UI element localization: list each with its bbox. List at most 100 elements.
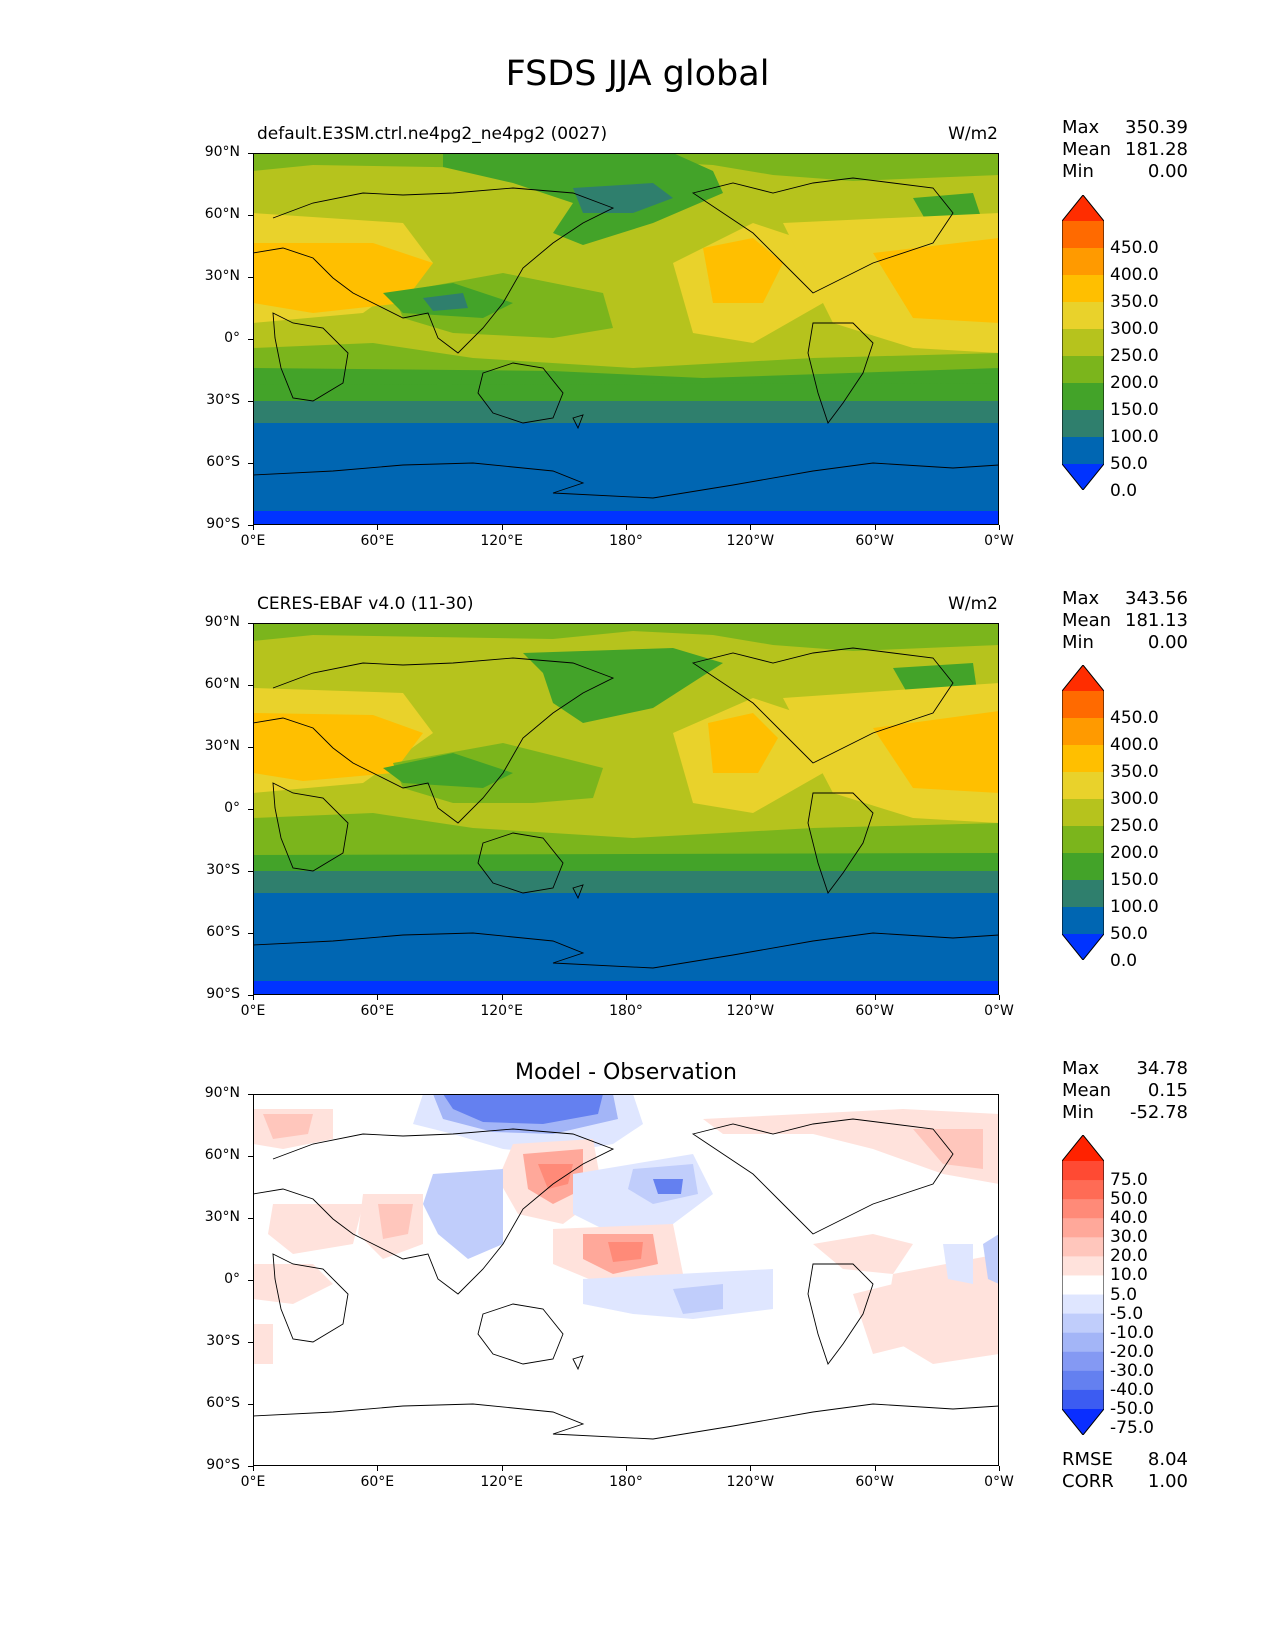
stat-label: Max — [1062, 1058, 1100, 1079]
colorbar-level-label: 300.0 — [1110, 319, 1159, 339]
stat-label: Max — [1062, 588, 1100, 609]
colorbar-segment — [1062, 221, 1104, 249]
stat-row: Min 0.00 — [1062, 632, 1188, 654]
colorbar-segment — [1062, 356, 1104, 384]
stat-value: 0.15 — [1147, 1080, 1188, 1101]
colorbar-segment — [1062, 275, 1104, 303]
stat-label: Mean — [1062, 1080, 1112, 1101]
lon-tick-mark — [501, 995, 503, 1000]
lat-tick-label: 90°N — [204, 614, 240, 630]
stat-row: Max 350.39 — [1062, 117, 1188, 139]
lon-tick-mark — [377, 995, 379, 1000]
lon-tick-label: 120°E — [480, 1474, 523, 1490]
colorbar-segment — [1062, 745, 1104, 773]
colorbar-segment — [1062, 1199, 1104, 1219]
lat-tick-label: 30°N — [204, 1209, 240, 1225]
stat-label: Mean — [1062, 610, 1112, 631]
lat-tick-mark — [248, 933, 253, 934]
lat-tick-label: 90°N — [204, 144, 240, 160]
lon-tick-label: 120°E — [480, 1003, 523, 1019]
lat-tick-mark — [248, 153, 253, 154]
metrics-box: RMSE 8.04 CORR 1.00 — [1062, 1449, 1188, 1493]
colorbar-level-label: 0.0 — [1110, 951, 1138, 971]
colorbar-segment — [1062, 248, 1104, 276]
lon-tick-label: 120°W — [726, 1474, 775, 1490]
lat-tick-label: 0° — [224, 1271, 240, 1287]
colorbar-extend-max — [1062, 195, 1104, 221]
lon-tick-label: 0°E — [240, 1474, 266, 1490]
panel-title: CERES-EBAF v4.0 (11-30) — [257, 594, 474, 614]
colorbar-extend-min — [1062, 464, 1104, 490]
lon-tick-label: 60°E — [360, 1003, 395, 1019]
panel-title: Model - Observation — [515, 1060, 737, 1085]
colorbar-level-label: 200.0 — [1110, 843, 1159, 863]
colorbar — [1062, 1135, 1104, 1435]
panel-model: default.E3SM.ctrl.ne4pg2_ne4pg2 (0027) W… — [0, 0, 1275, 525]
colorbar-segment — [1062, 437, 1104, 465]
stat-value: 343.56 — [1125, 588, 1188, 609]
lon-tick-mark — [874, 1466, 876, 1471]
colorbar-level-label: 50.0 — [1110, 924, 1148, 944]
colorbar-extend-min — [1062, 934, 1104, 960]
colorbar-level-label: 0.0 — [1110, 481, 1138, 501]
lat-tick-mark — [248, 1218, 253, 1219]
colorbar-segment — [1062, 410, 1104, 438]
stat-row: Min 0.00 — [1062, 161, 1188, 183]
colorbar-level-label: 200.0 — [1110, 373, 1159, 393]
colorbar-segment — [1062, 1332, 1104, 1353]
colorbar-level-label: 50.0 — [1110, 1189, 1148, 1210]
lon-tick-label: 180° — [609, 1003, 643, 1019]
colorbar-level-label: -75.0 — [1110, 1418, 1154, 1439]
colorbar-segment — [1062, 853, 1104, 881]
lat-tick-label: 90°S — [206, 986, 240, 1002]
colorbar-segment — [1062, 329, 1104, 357]
lon-tick-label: 180° — [609, 533, 643, 549]
colorbar-level-label: 300.0 — [1110, 789, 1159, 809]
stats-box: Max 350.39 Mean 181.28 Min 0.00 — [1062, 117, 1188, 183]
lat-tick-label: 60°S — [206, 454, 240, 470]
lon-tick-mark — [626, 1466, 627, 1471]
lat-tick-label: 60°S — [206, 924, 240, 940]
lat-tick-mark — [248, 809, 253, 810]
lat-tick-mark — [248, 1094, 253, 1095]
stats-box: Max 343.56 Mean 181.13 Min 0.00 — [1062, 588, 1188, 654]
lat-tick-mark — [248, 1156, 253, 1157]
colorbar-level-label: -50.0 — [1110, 1399, 1154, 1419]
panel-units: W/m2 — [948, 124, 998, 144]
colorbar-segment — [1062, 1256, 1104, 1276]
lat-tick-label: 60°N — [204, 206, 240, 222]
metric-row: CORR 1.00 — [1062, 1471, 1188, 1493]
lon-tick-label: 120°E — [480, 533, 523, 549]
lat-tick-label: 0° — [224, 800, 240, 816]
lon-tick-label: 60°W — [855, 1003, 894, 1019]
panel-units: W/m2 — [948, 594, 998, 614]
colorbar-level-label: -5.0 — [1110, 1303, 1144, 1324]
stat-value: 350.39 — [1125, 117, 1188, 138]
metric-row: RMSE 8.04 — [1062, 1449, 1188, 1471]
stat-label: Mean — [1062, 139, 1112, 160]
lon-tick-label: 180° — [609, 1474, 643, 1490]
colorbar-level-label: 20.0 — [1110, 1246, 1148, 1267]
panel-title: default.E3SM.ctrl.ne4pg2_ne4pg2 (0027) — [257, 124, 608, 144]
colorbar-level-label: 350.0 — [1110, 292, 1159, 312]
colorbar-level-label: 100.0 — [1110, 897, 1159, 917]
lat-tick-label: 90°S — [206, 1457, 240, 1473]
colorbar-segment — [1062, 826, 1104, 854]
obs-map — [253, 623, 999, 995]
stat-label: Max — [1062, 117, 1100, 138]
lat-tick-mark — [248, 685, 253, 686]
lon-tick-mark — [999, 525, 1000, 530]
lon-tick-mark — [377, 1466, 379, 1471]
lon-tick-mark — [626, 995, 627, 1000]
stat-label: Min — [1062, 632, 1094, 653]
colorbar-level-label: 450.0 — [1110, 708, 1159, 728]
colorbar-level-label: 5.0 — [1110, 1284, 1138, 1305]
lon-tick-mark — [750, 995, 752, 1000]
lat-tick-mark — [248, 215, 253, 216]
colorbar-segment — [1062, 772, 1104, 800]
lat-tick-mark — [248, 1466, 253, 1467]
stat-value: 0.00 — [1147, 632, 1188, 653]
lat-tick-mark — [248, 623, 253, 624]
lon-tick-label: 0°W — [984, 1474, 1014, 1490]
stat-value: 0.00 — [1147, 161, 1188, 182]
